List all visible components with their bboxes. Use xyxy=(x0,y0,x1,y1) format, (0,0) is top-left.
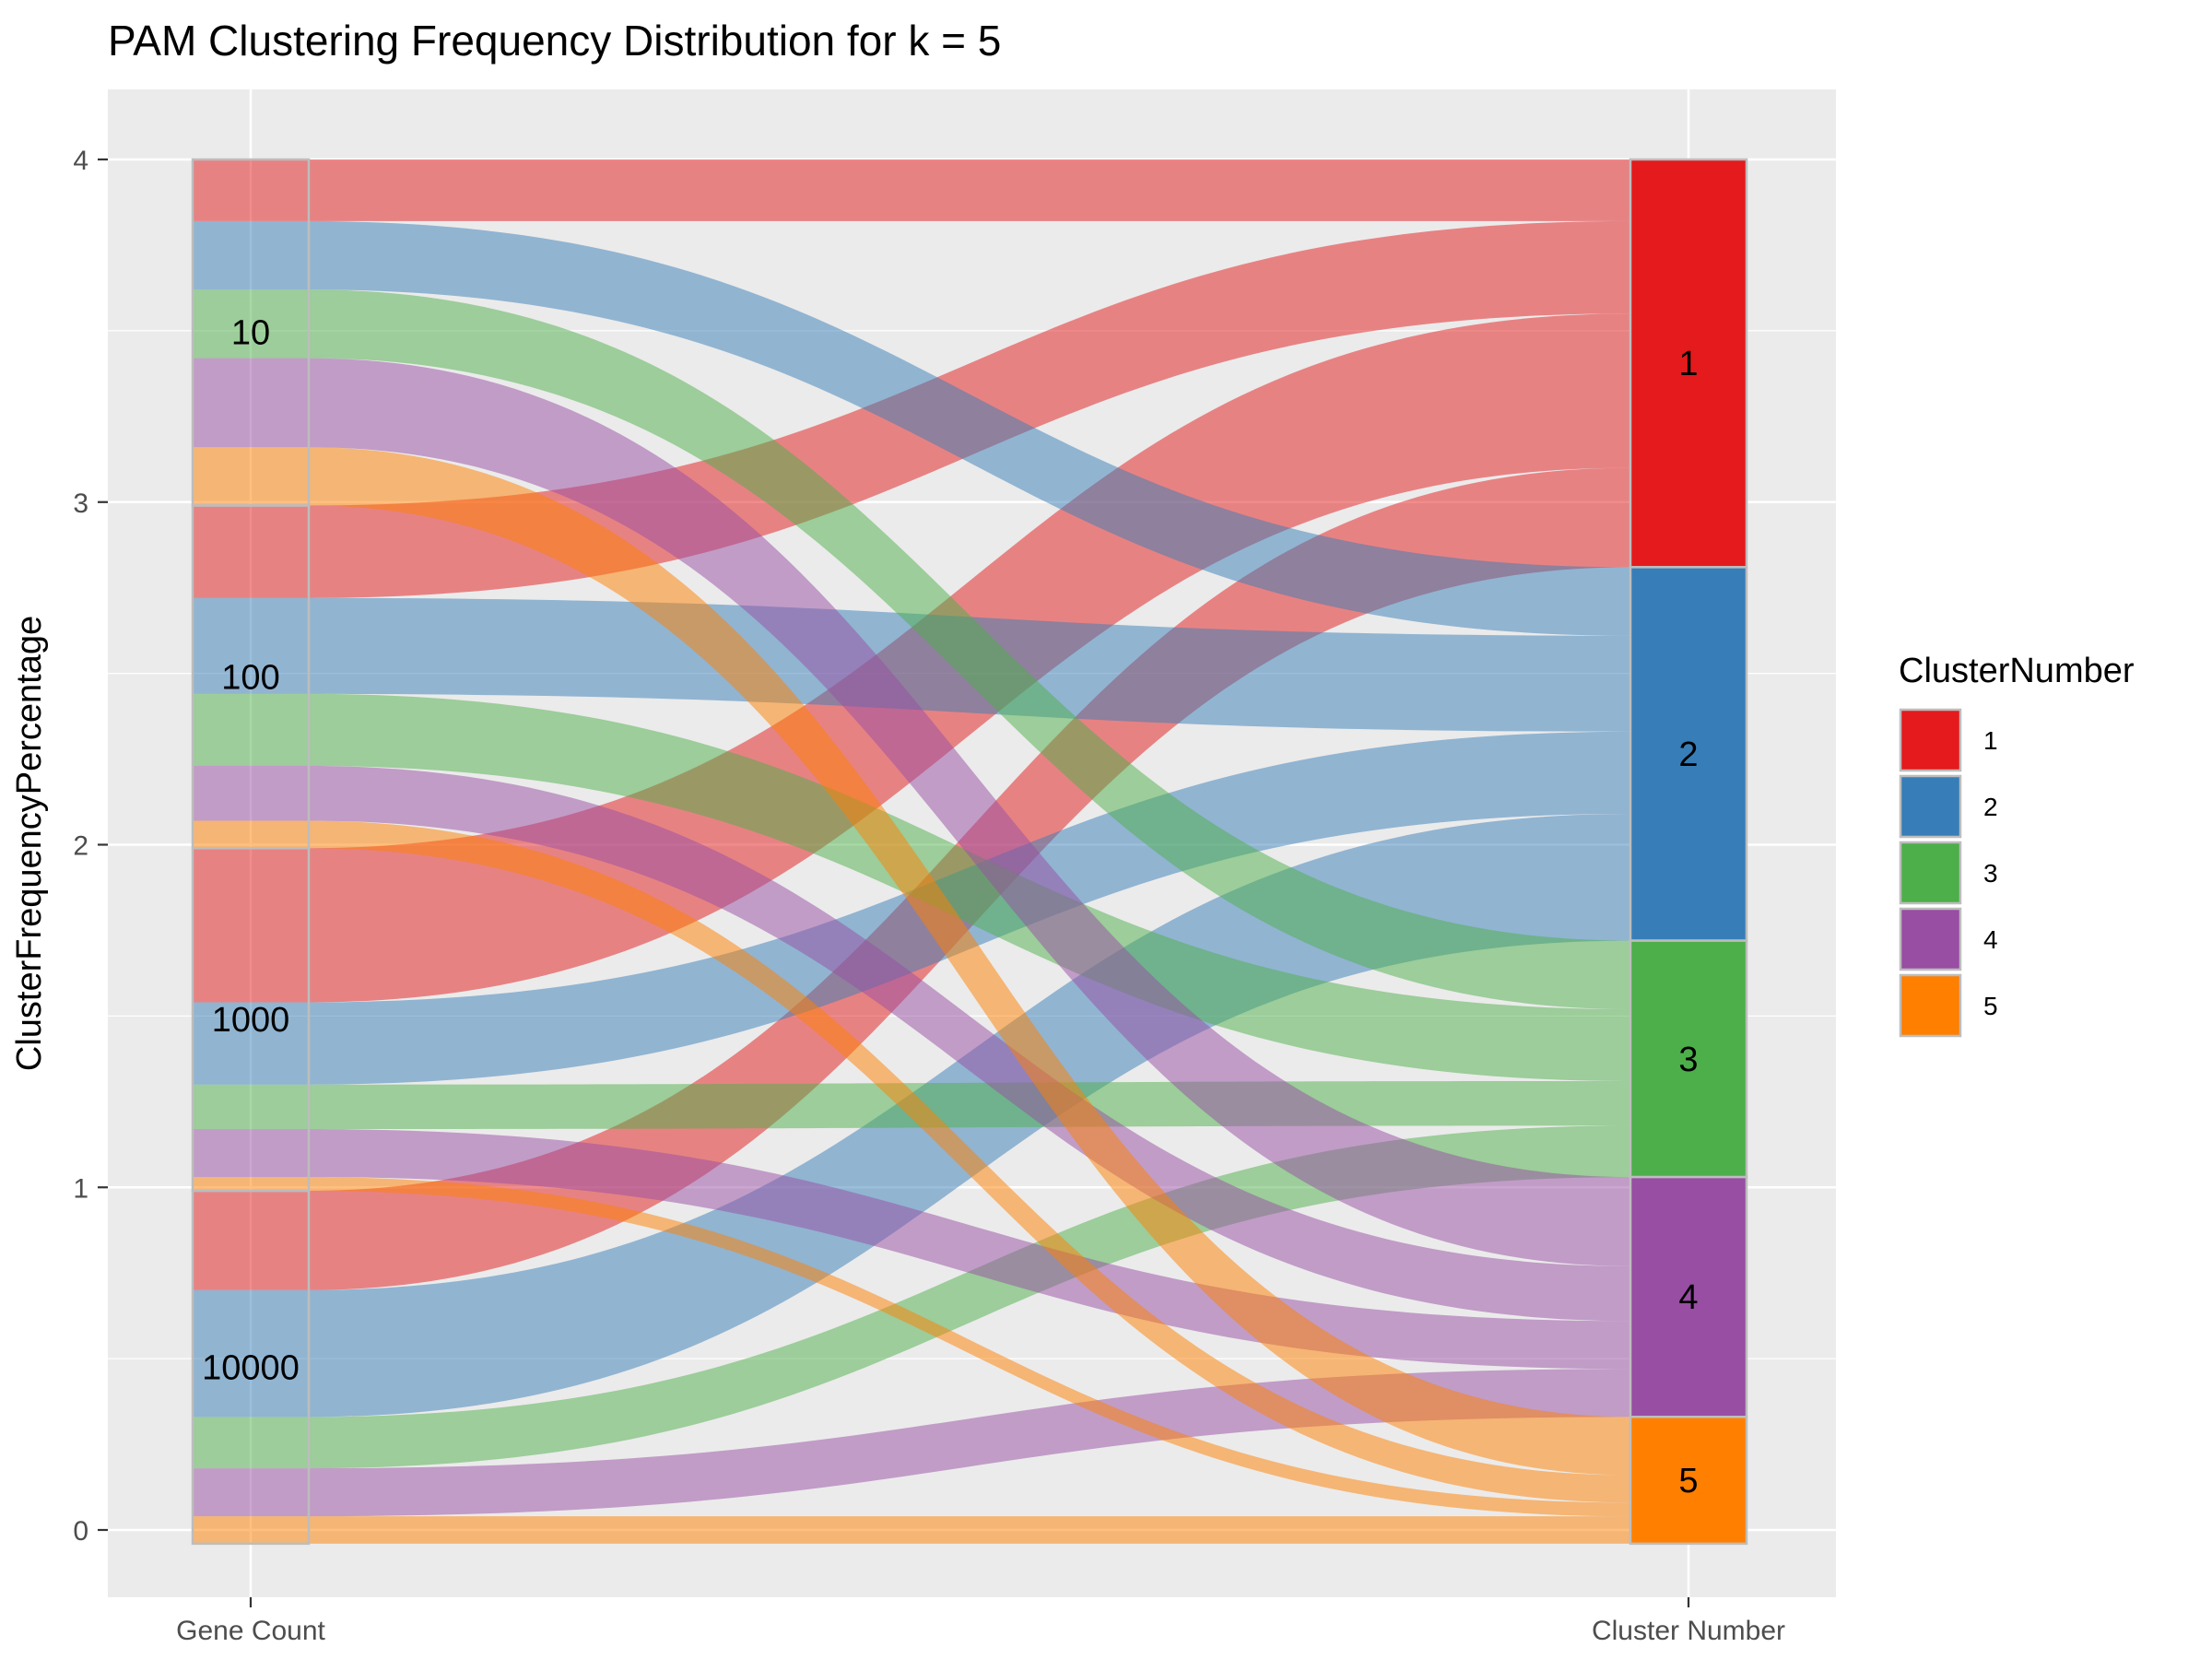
legend-title: ClusterNumber xyxy=(1899,652,2135,690)
flow-10-cluster-5 xyxy=(193,447,1747,1476)
legend-swatch-2 xyxy=(1899,774,1962,839)
y-axis-title: ClusterFrequencyPercentage xyxy=(10,616,49,1071)
stratum-label-cluster: 1 xyxy=(1678,345,1698,383)
y-tick-label: 1 xyxy=(73,1173,88,1204)
stratum-gene-count-10000 xyxy=(191,1189,311,1546)
chart-title: PAM Clustering Frequency Distribution fo… xyxy=(108,17,1001,65)
y-tick-label: 4 xyxy=(73,146,88,176)
x-tick-label: Gene Count xyxy=(176,1616,325,1646)
legend-swatch-4 xyxy=(1899,907,1962,971)
legend-swatch-1 xyxy=(1899,708,1962,772)
flow-1000-cluster-4 xyxy=(193,1129,1747,1370)
flow-10-cluster-4 xyxy=(193,358,1747,1266)
stratum-cluster-1 xyxy=(1629,158,1748,569)
flow-ribbons xyxy=(193,159,1747,1544)
y-tick-label: 0 xyxy=(73,1516,88,1547)
x-tick-label: Cluster Number xyxy=(1592,1616,1785,1646)
flow-10000-cluster-5 xyxy=(193,1516,1747,1544)
stratum-cluster-3 xyxy=(1629,939,1748,1179)
strata: 10 100 1000 10000 1 2 3 4 5 xyxy=(191,158,1748,1546)
y-axis: 0 1 2 3 4 xyxy=(73,146,108,1547)
legend-label-5: 5 xyxy=(1983,992,1998,1020)
legend-label-2: 2 xyxy=(1983,793,1998,821)
legend-label-1: 1 xyxy=(1983,726,1998,755)
flow-10-cluster-1 xyxy=(193,159,1747,221)
y-tick-label: 2 xyxy=(73,831,88,862)
flow-10-cluster-2 xyxy=(193,220,1747,636)
legend-label-4: 4 xyxy=(1983,925,1998,954)
stratum-label-cluster: 3 xyxy=(1678,1041,1698,1079)
stratum-label-cluster: 5 xyxy=(1678,1462,1698,1500)
stratum-label-gene-count: 1000 xyxy=(212,1001,290,1040)
stratum-label-cluster: 2 xyxy=(1678,735,1698,774)
stratum-cluster-4 xyxy=(1629,1175,1748,1418)
flow-1000-cluster-5 xyxy=(193,1177,1747,1517)
stratum-label-gene-count: 10 xyxy=(231,314,270,353)
flow-100-cluster-5 xyxy=(193,820,1747,1503)
x-axis: Gene Count Cluster Number xyxy=(176,1597,1785,1646)
flow-100-cluster-4 xyxy=(193,765,1747,1322)
flow-10-cluster-3 xyxy=(193,289,1747,1009)
stratum-cluster-2 xyxy=(1629,566,1748,942)
flow-100-cluster-3 xyxy=(193,693,1747,1082)
stratum-label-cluster: 4 xyxy=(1678,1278,1698,1317)
legend-label-3: 3 xyxy=(1983,859,1998,888)
stratum-label-gene-count: 100 xyxy=(221,658,279,697)
stratum-cluster-5 xyxy=(1629,1416,1748,1546)
y-tick-label: 3 xyxy=(73,488,88,519)
legend-swatch-3 xyxy=(1899,841,1962,905)
legend: ClusterNumber 1 2 3 4 5 xyxy=(1899,652,2135,1038)
legend-swatch-5 xyxy=(1899,973,1962,1038)
stratum-label-gene-count: 10000 xyxy=(202,1348,300,1387)
flow-1000-cluster-3 xyxy=(193,1081,1747,1130)
flow-10000-cluster-3 xyxy=(193,1125,1747,1469)
